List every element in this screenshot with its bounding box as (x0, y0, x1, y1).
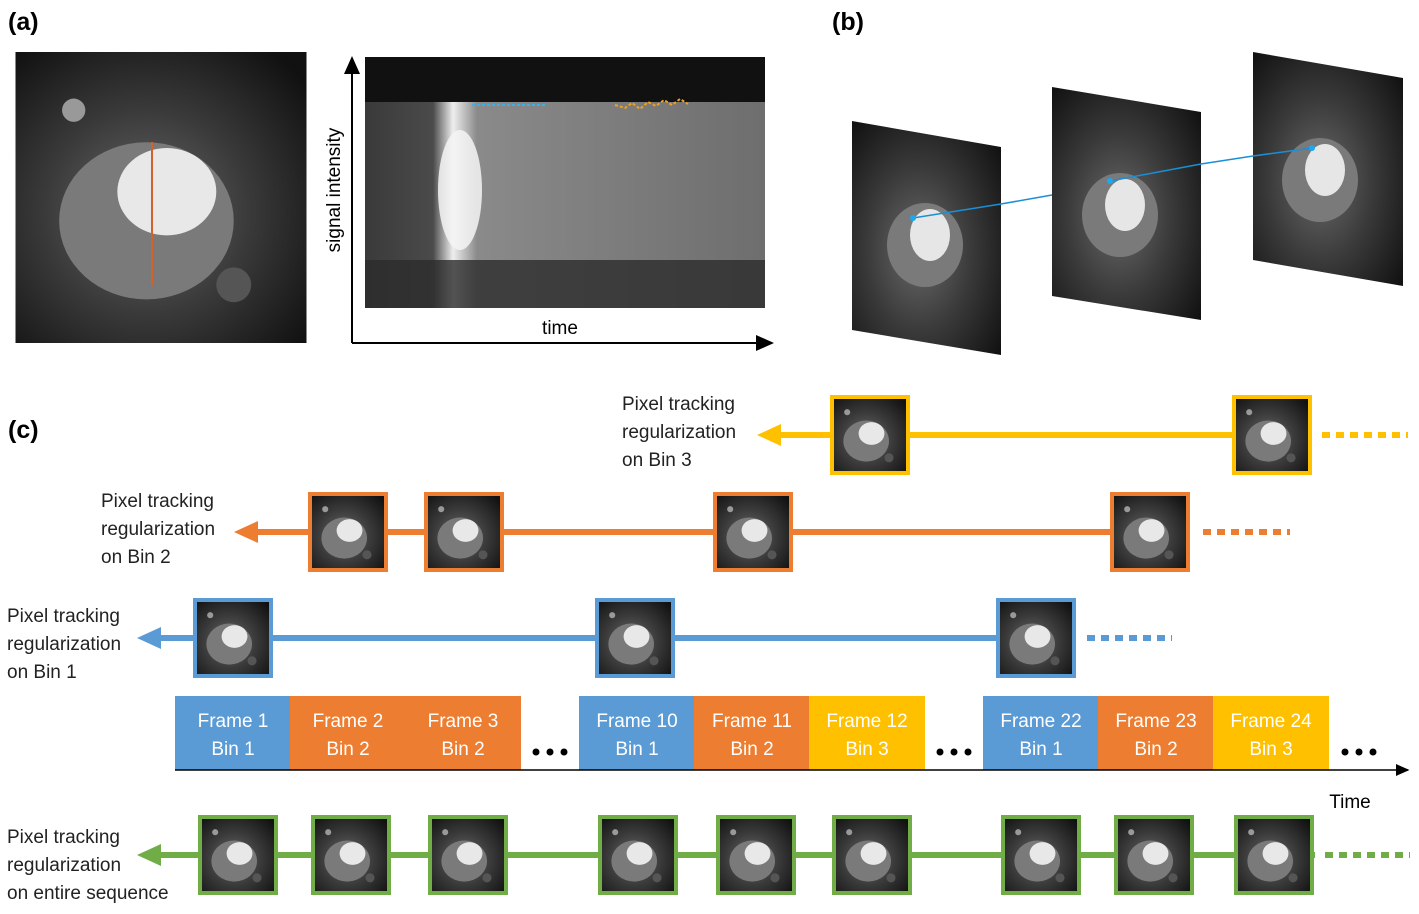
frame-thumbnail (200, 817, 276, 893)
frame-thumbnail (998, 600, 1074, 676)
frame-thumbnail (1234, 397, 1310, 473)
track-arrowhead (137, 844, 161, 866)
panel-label: (a) (8, 8, 39, 36)
time-axis-label: Time (1329, 792, 1371, 813)
frame-label: Frame 11 (712, 711, 792, 732)
frame-thumbnail (313, 817, 389, 893)
frame-thumbnail (195, 600, 271, 676)
frame-label: Frame 1 (198, 711, 269, 732)
frame-cell: Frame 12 Bin 3 (809, 696, 925, 770)
frame-thumbnail (718, 817, 794, 893)
frame-label: Frame 2 (313, 711, 384, 732)
intensity-profile (365, 57, 765, 308)
track-label: Pixel tracking (7, 606, 120, 627)
frame-label: Frame 22 (1000, 711, 1081, 732)
bin-label: Bin 1 (615, 739, 658, 760)
frame-label: Frame 23 (1115, 711, 1196, 732)
track-label: Pixel tracking (101, 491, 214, 512)
frame-thumbnail (600, 817, 676, 893)
frame-label: Frame 12 (826, 711, 907, 732)
frame-cell: Frame 23 Bin 2 (1098, 696, 1214, 770)
bin-label: Bin 2 (441, 739, 484, 760)
track-label: on Bin 2 (101, 547, 171, 568)
track-label: regularization (7, 855, 121, 876)
track-label: on entire sequence (7, 883, 169, 904)
ellipsis-dot (547, 749, 554, 756)
ellipsis-dot (1370, 749, 1377, 756)
bin-label: Bin 3 (845, 739, 888, 760)
track: Pixel tracking regularization on Bin 3 (622, 394, 1408, 473)
track-label: Pixel tracking (622, 394, 735, 415)
ellipsis-dot (533, 749, 540, 756)
track-label: on Bin 1 (7, 662, 77, 683)
panel-label: (c) (8, 416, 39, 444)
frame-thumbnail (426, 494, 502, 570)
track-label: regularization (101, 519, 215, 540)
frame-thumbnail (597, 600, 673, 676)
ellipsis-dot (937, 749, 944, 756)
frame-cell: Frame 11 Bin 2 (694, 696, 810, 770)
frame-label: Frame 24 (1230, 711, 1312, 732)
figure: (a) signal intensity time (b) (c) Pixel … (0, 0, 1419, 909)
y-axis-label: signal intensity (324, 127, 345, 252)
bin-label: Bin 1 (1019, 739, 1062, 760)
frame-cell: Frame 22 Bin 1 (983, 696, 1099, 770)
track: Pixel tracking regularization on Bin 1 (7, 600, 1172, 683)
frame-cell: Frame 24 Bin 3 (1213, 696, 1329, 770)
page: {"panel_a": {"label": "(a)", "y_axis_lab… (0, 0, 1419, 909)
ellipsis-dot (965, 749, 972, 756)
frame-thumbnail (1116, 817, 1192, 893)
mri-image (16, 52, 307, 343)
frame-thumbnail (834, 817, 910, 893)
ellipsis-dot (561, 749, 568, 756)
frame-thumbnail (832, 397, 908, 473)
frame-thumbnail (1003, 817, 1079, 893)
frame-thumbnail (430, 817, 506, 893)
bin-label: Bin 1 (211, 739, 254, 760)
ellipsis-dot (951, 749, 958, 756)
track-arrowhead (757, 424, 781, 446)
track: Pixel tracking regularization on Bin 2 (101, 491, 1290, 570)
bin-label: Bin 2 (730, 739, 773, 760)
track-arrowhead (234, 521, 258, 543)
track-arrowhead (137, 627, 161, 649)
frame-cell: Frame 10 Bin 1 (579, 696, 695, 770)
frame-cell: Frame 1 Bin 1 (175, 696, 291, 770)
frame-label: Frame 3 (428, 711, 499, 732)
track-label: Pixel tracking (7, 827, 120, 848)
ellipsis-dot (1342, 749, 1349, 756)
panel-label: (b) (832, 8, 864, 36)
registered-frames (852, 52, 1403, 355)
frame-cell: Frame 3 Bin 2 (405, 696, 521, 770)
track-label: regularization (622, 422, 736, 443)
frame-cell: Frame 2 Bin 2 (290, 696, 406, 770)
track: Pixel tracking regularization on entire se… (7, 817, 1410, 904)
ellipsis-dot (1356, 749, 1363, 756)
bin-label: Bin 2 (1134, 739, 1177, 760)
frame-thumbnail (1112, 494, 1188, 570)
frame-label: Frame 10 (596, 711, 677, 732)
track-label: regularization (7, 634, 121, 655)
frame-thumbnail (1236, 817, 1312, 893)
bin-label: Bin 3 (1249, 739, 1292, 760)
frame-thumbnail (310, 494, 386, 570)
track-label: on Bin 3 (622, 450, 692, 471)
x-axis-label: time (542, 318, 578, 339)
frame-thumbnail (715, 494, 791, 570)
bin-label: Bin 2 (326, 739, 369, 760)
